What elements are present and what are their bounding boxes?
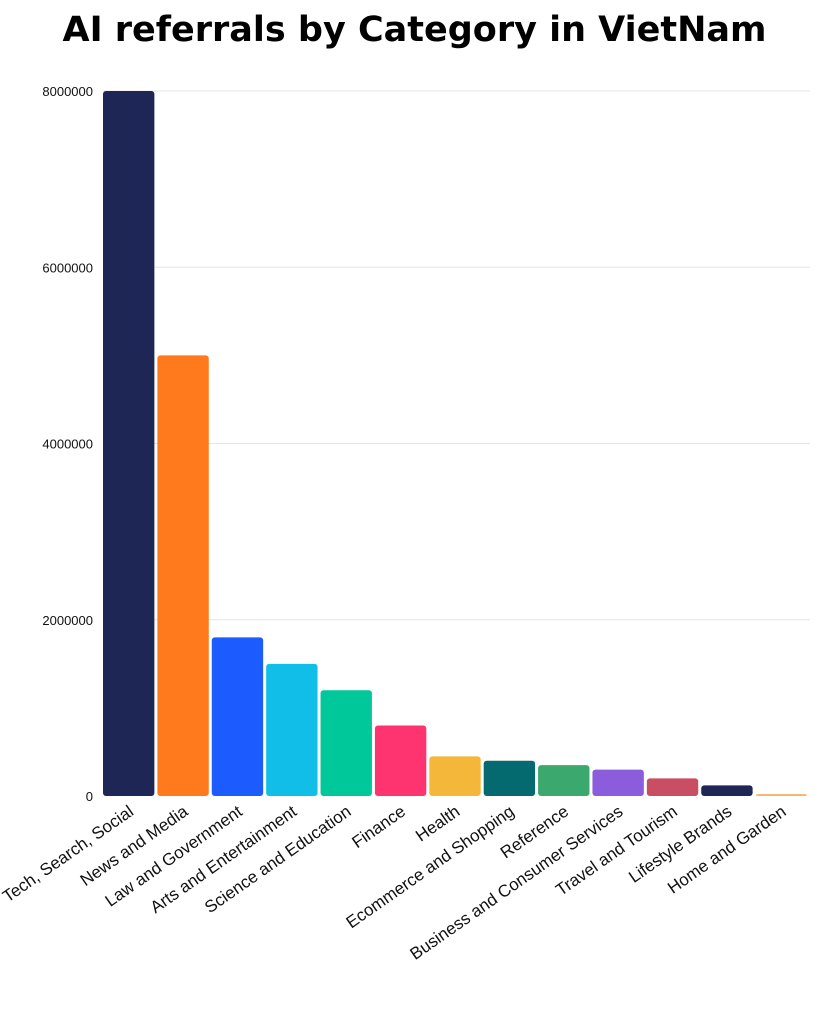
bar-science-and-education	[320, 690, 372, 796]
bar-reference	[538, 765, 590, 796]
bars	[103, 91, 807, 796]
bar-ecommerce-and-shopping	[483, 760, 536, 796]
gridlines	[103, 90, 810, 621]
bar-lifestyle-brands	[701, 785, 753, 796]
bar-health	[429, 756, 481, 796]
bar-home-and-garden	[755, 794, 807, 796]
bar-tech-search-social	[103, 91, 155, 796]
y-tick-label: 4000000	[42, 437, 93, 452]
x-tick-label: Finance	[348, 802, 408, 852]
bar-finance	[374, 725, 427, 796]
bar-law-and-government	[211, 637, 264, 796]
y-tick-label: 6000000	[42, 260, 93, 275]
y-axis: 0 2000000 4000000 6000000 8000000	[42, 84, 93, 804]
y-tick-label: 8000000	[42, 84, 93, 99]
bar-arts-and-entertainment	[266, 663, 318, 796]
bar-travel-and-tourism	[646, 778, 699, 796]
y-tick-label: 0	[86, 789, 93, 804]
chart-title: AI referrals by Category in VietNam	[62, 10, 767, 50]
bar-business-and-consumer-services	[592, 769, 644, 796]
y-tick-label: 2000000	[42, 613, 93, 628]
bar-news-and-media	[157, 355, 209, 796]
